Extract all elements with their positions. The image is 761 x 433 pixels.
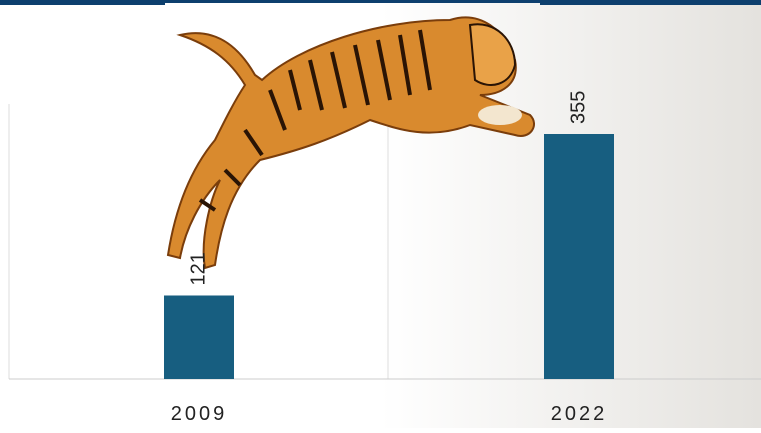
x-tick-label: 2022 bbox=[551, 403, 608, 425]
data-label: 121 bbox=[187, 252, 209, 285]
bar bbox=[164, 295, 234, 379]
top-band bbox=[165, 0, 540, 3]
data-label: 355 bbox=[567, 91, 589, 124]
x-tick-label: 2009 bbox=[171, 403, 228, 425]
top-band bbox=[540, 0, 761, 5]
bar bbox=[544, 134, 614, 379]
top-band bbox=[0, 0, 165, 5]
tiger-illustration bbox=[166, 16, 535, 270]
